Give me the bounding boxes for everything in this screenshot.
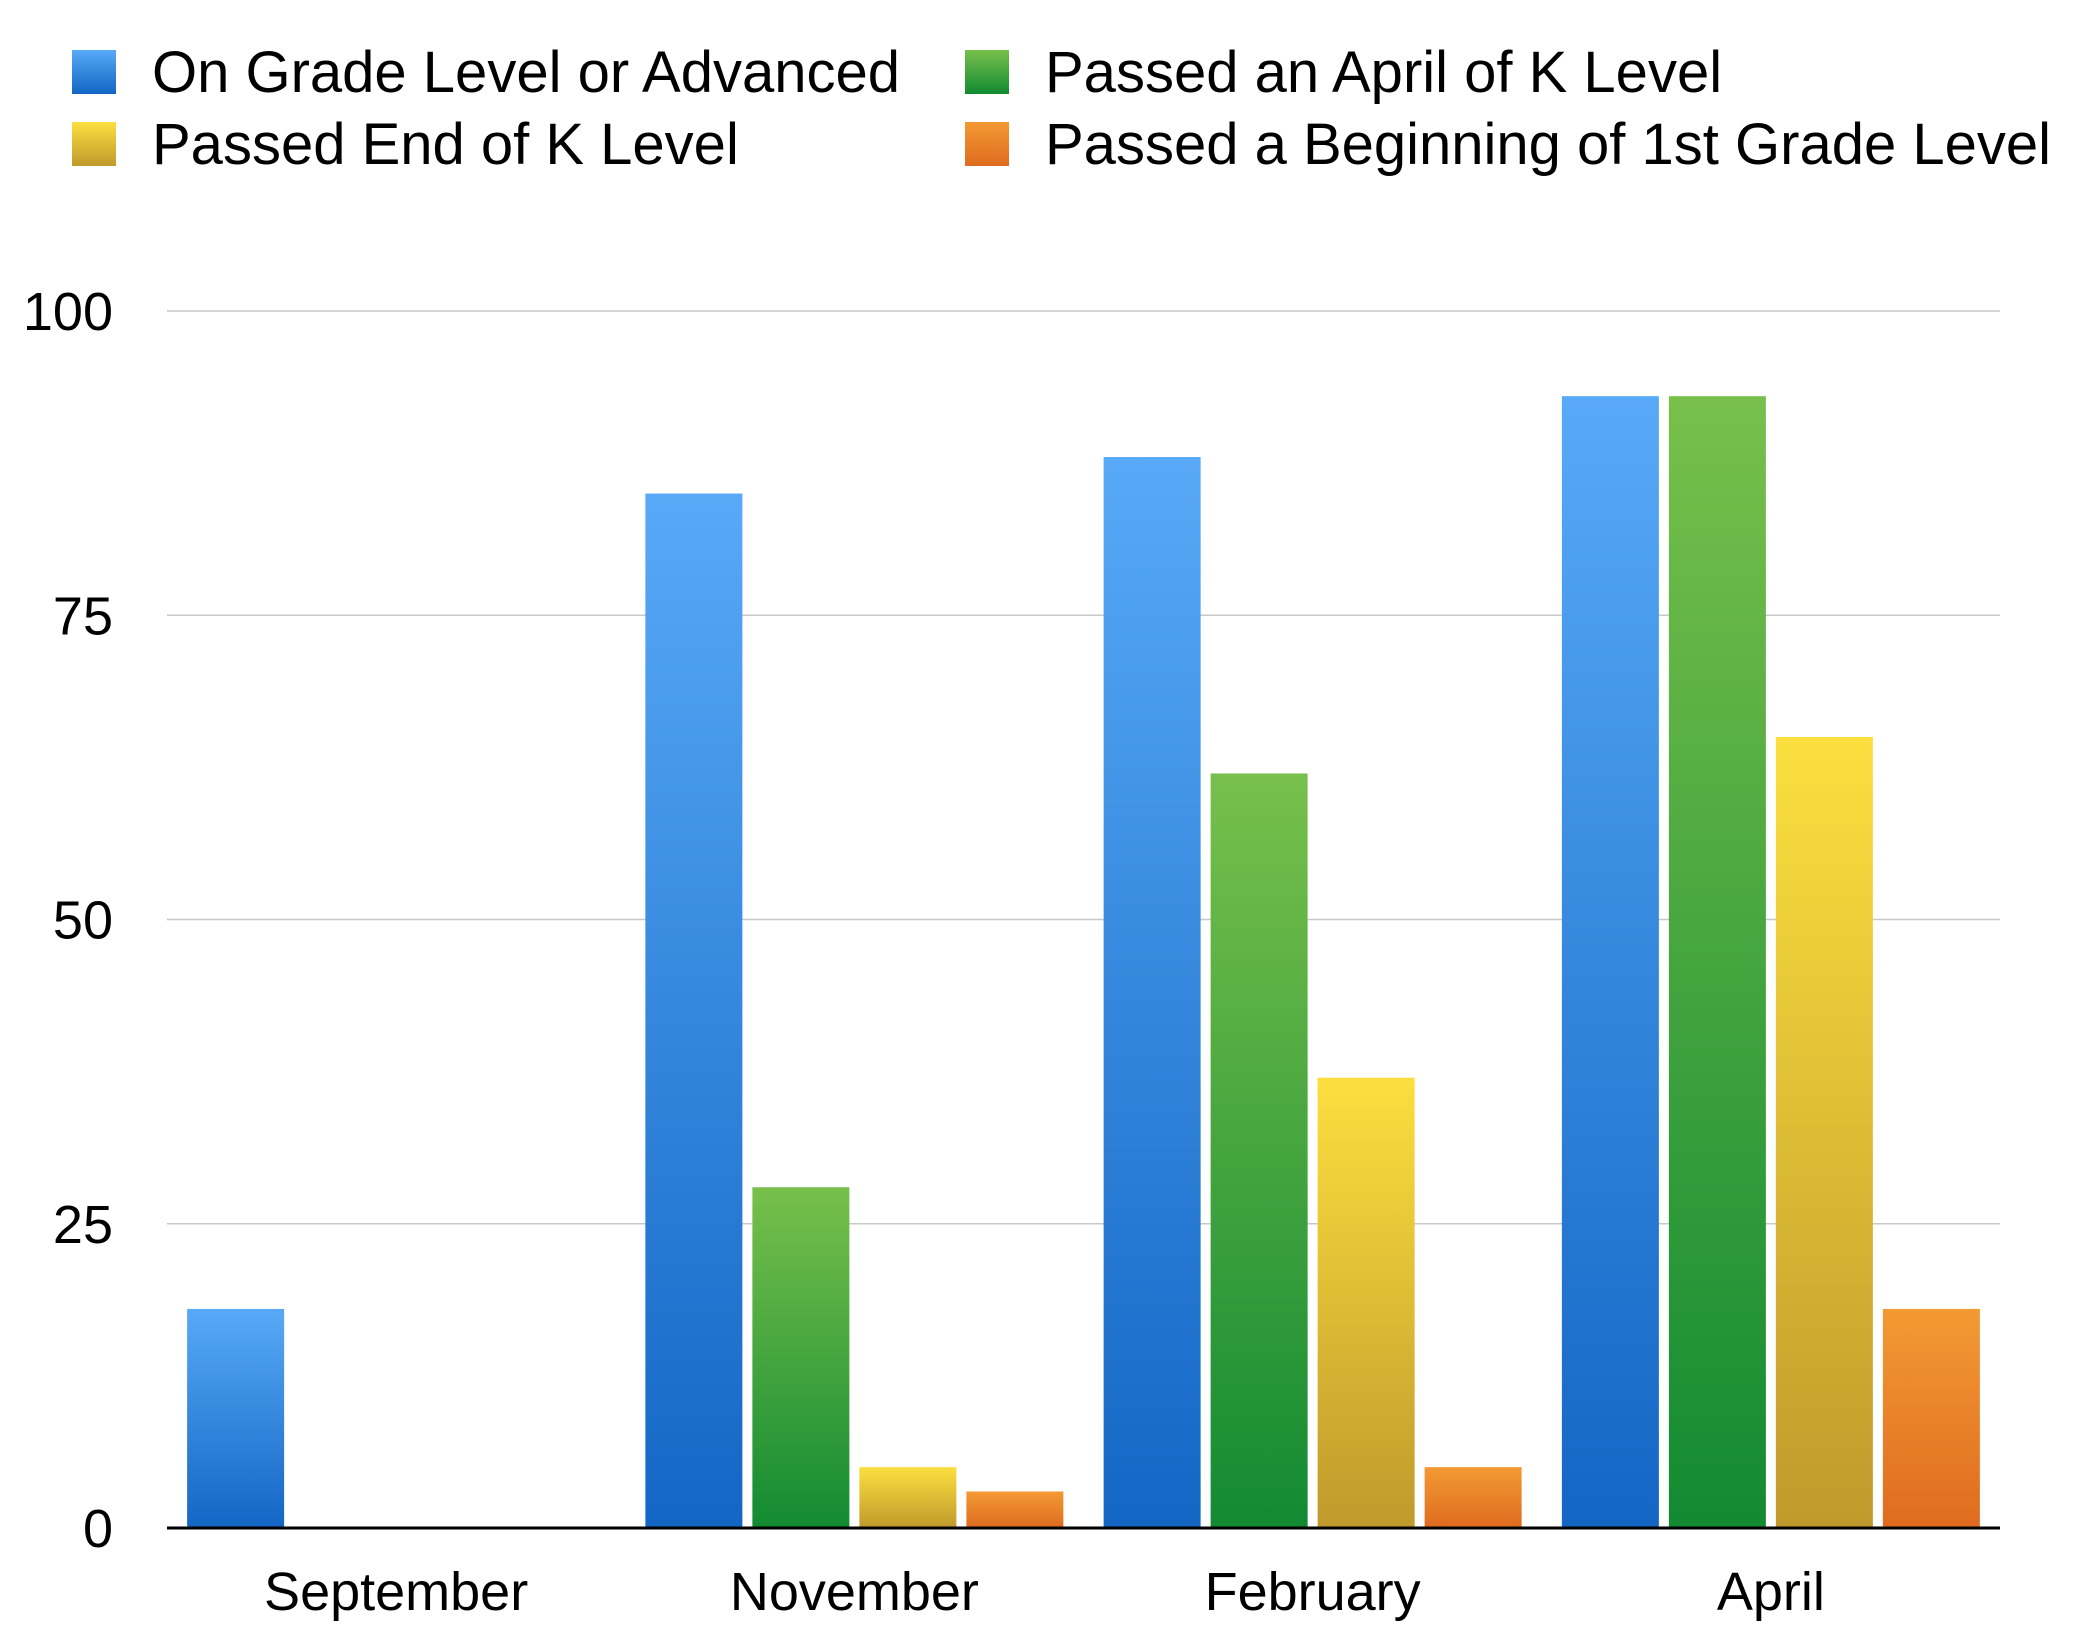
bar-april-passed-an-april-of-k-level: [1668, 396, 1766, 1529]
legend-swatch: [72, 50, 116, 94]
bar-february-passed-an-april-of-k-level: [1210, 773, 1308, 1528]
x-tick-label: September: [264, 1562, 528, 1622]
bars: [187, 396, 1980, 1529]
bar-september-on-grade-level-or-advanced: [187, 1308, 285, 1528]
bar-april-passed-end-of-k-level: [1775, 736, 1873, 1528]
y-tick-label: 75: [53, 586, 113, 646]
legend-label: Passed an April of K Level: [1045, 40, 1722, 105]
x-tick-label: November: [730, 1562, 979, 1622]
legend-item-passed-a-beginning-of-1st-grade-level: Passed a Beginning of 1st Grade Level: [965, 112, 2051, 177]
y-tick-label: 0: [83, 1499, 113, 1559]
legend-swatch: [965, 50, 1009, 94]
legend-label: Passed a Beginning of 1st Grade Level: [1045, 112, 2051, 177]
legend-label: On Grade Level or Advanced: [152, 40, 900, 105]
bar-november-passed-an-april-of-k-level: [752, 1187, 850, 1528]
x-axis: September November February April: [167, 1526, 2000, 1622]
bar-november-on-grade-level-or-advanced: [645, 493, 743, 1528]
bar-february-on-grade-level-or-advanced: [1103, 457, 1201, 1528]
bar-november-passed-a-beginning-of-1st-grade-level: [966, 1491, 1064, 1528]
legend-item-on-grade-level-or-advanced: On Grade Level or Advanced: [72, 40, 900, 105]
bar-february-passed-end-of-k-level: [1317, 1077, 1415, 1528]
legend-label: Passed End of K Level: [152, 112, 739, 177]
bar-april-passed-a-beginning-of-1st-grade-level: [1882, 1308, 1980, 1528]
legend-item-passed-an-april-of-k-level: Passed an April of K Level: [965, 40, 1722, 105]
bar-february-passed-a-beginning-of-1st-grade-level: [1424, 1467, 1522, 1528]
y-tick-label: 50: [53, 891, 113, 951]
x-tick-label: February: [1205, 1562, 1421, 1622]
y-tick-label: 25: [53, 1195, 113, 1255]
x-tick-label: April: [1717, 1562, 1825, 1622]
bar-april-on-grade-level-or-advanced: [1561, 396, 1659, 1529]
bar-november-passed-end-of-k-level: [859, 1467, 957, 1528]
legend-item-passed-end-of-k-level: Passed End of K Level: [72, 112, 739, 177]
legend: On Grade Level or Advanced Passed an Apri…: [72, 40, 2051, 177]
legend-swatch: [72, 122, 116, 166]
y-tick-label: 100: [23, 282, 113, 342]
legend-swatch: [965, 122, 1009, 166]
y-axis: 0 25 50 75 100: [23, 282, 113, 1559]
